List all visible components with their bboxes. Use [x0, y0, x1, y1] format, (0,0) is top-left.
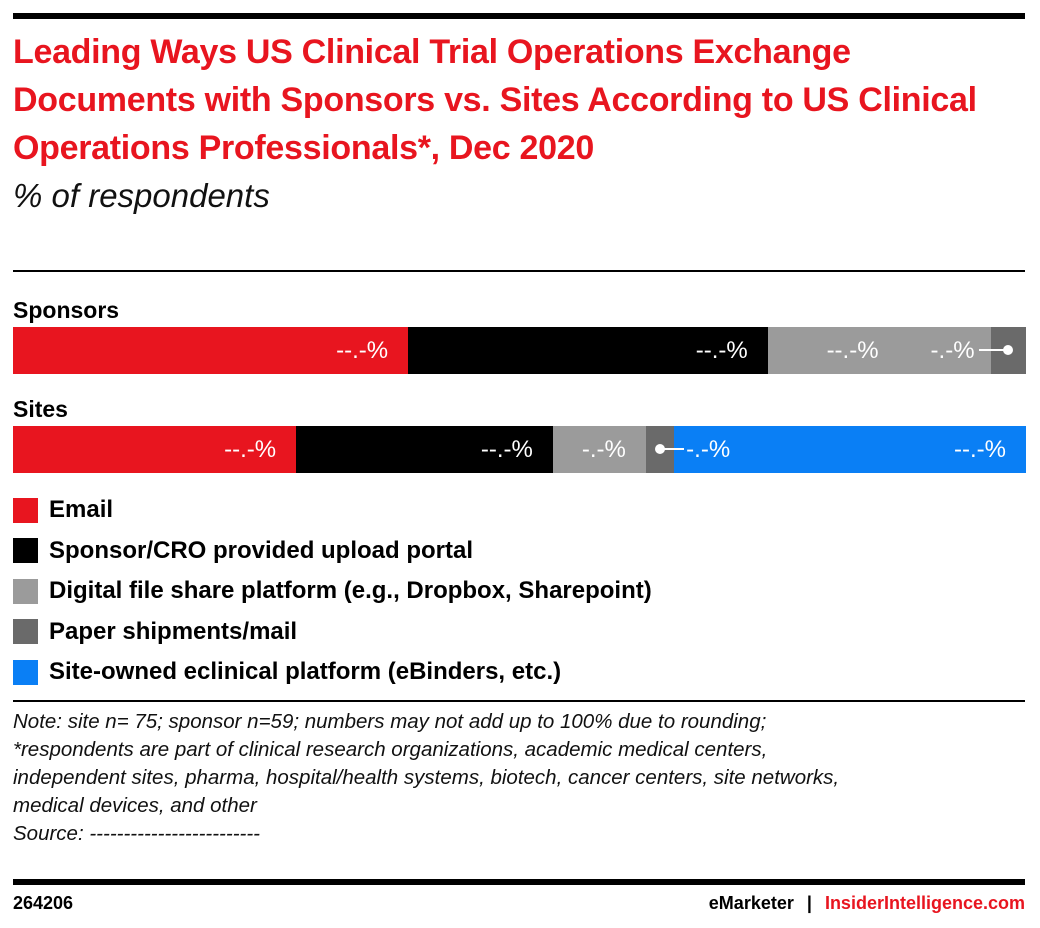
brand-insiderintelligence: InsiderIntelligence.com	[824, 893, 1025, 913]
chart-title: Leading Ways US Clinical Trial Operation…	[13, 33, 977, 167]
data-label: --.-%	[954, 436, 1006, 463]
note-line: *respondents are part of clinical resear…	[13, 738, 768, 761]
legend-swatch	[13, 497, 38, 523]
legend-swatch	[13, 659, 38, 685]
data-label: --.-%	[826, 337, 879, 364]
note-line: Note: site n= 75; sponsor n=59; numbers …	[13, 710, 767, 733]
callout-dot	[1003, 345, 1014, 355]
legend-label: Site-owned eclinical platform (eBinders,…	[49, 658, 562, 686]
data-label: --.-%	[480, 436, 533, 463]
legend-item: Site-owned eclinical platform (eBinders,…	[13, 652, 652, 693]
top-rule	[13, 13, 1025, 19]
bar-sites: --.-% --.-% -.-% -.-% --.-%	[13, 426, 1026, 473]
data-label: -.-%	[581, 436, 626, 463]
bar-segment	[767, 327, 991, 374]
legend-swatch	[13, 538, 38, 564]
bar-sponsors: --.-% --.-% --.-% -.-%	[13, 327, 1026, 374]
bar-segment	[13, 426, 297, 473]
bar-segment	[552, 426, 646, 473]
chart-id: 264206	[13, 893, 74, 913]
chart-header: Leading Ways US Clinical Trial Operation…	[13, 28, 1013, 218]
legend-label: Digital file share platform (e.g., Dropb…	[49, 577, 652, 605]
legend-label: Email	[49, 496, 114, 524]
source-line: Source: -------------------------	[13, 822, 261, 845]
legend-swatch	[13, 619, 38, 645]
footer-rule	[13, 879, 1025, 885]
bar-segment	[674, 426, 1026, 473]
legend-label: Paper shipments/mail	[49, 617, 298, 645]
bar-segment	[13, 327, 409, 374]
brand-emarketer: eMarketer	[708, 893, 794, 913]
callout-line	[660, 448, 685, 450]
brand-separator: |	[806, 893, 812, 913]
legend: Email Sponsor/CRO provided upload portal…	[13, 490, 652, 693]
note-divider	[13, 700, 1025, 702]
header-divider	[13, 270, 1025, 272]
category-label-sites: Sites	[13, 396, 68, 422]
legend-item: Digital file share platform (e.g., Dropb…	[13, 571, 652, 612]
legend-swatch	[13, 578, 38, 604]
category-label-sponsors: Sponsors	[13, 297, 120, 323]
footer-brand: eMarketer | InsiderIntelligence.com	[709, 893, 1025, 914]
data-label: --.-%	[695, 337, 748, 364]
legend-item: Sponsor/CRO provided upload portal	[13, 531, 652, 572]
legend-item: Email	[13, 490, 652, 531]
data-label: --.-%	[336, 337, 389, 364]
legend-item: Paper shipments/mail	[13, 612, 652, 653]
bar-segment	[408, 327, 768, 374]
data-label: --.-%	[224, 436, 277, 463]
note-line: medical devices, and other	[13, 794, 257, 817]
footnote: Note: site n= 75; sponsor n=59; numbers …	[13, 708, 839, 848]
callout-dot	[655, 444, 666, 454]
bar-segment	[296, 426, 553, 473]
chart-subtitle: % of respondents	[13, 177, 270, 214]
note-line: independent sites, pharma, hospital/heal…	[13, 766, 840, 789]
legend-label: Sponsor/CRO provided upload portal	[49, 536, 474, 564]
callout-line	[978, 349, 1009, 351]
data-label: -.-%	[930, 337, 975, 364]
data-label: -.-%	[686, 436, 731, 463]
